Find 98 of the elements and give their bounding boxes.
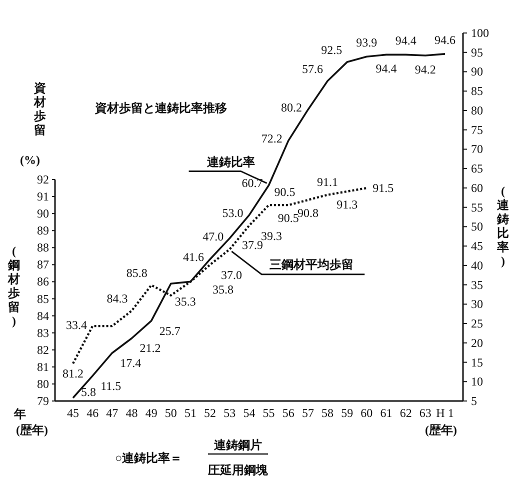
y-tick-label: 79	[37, 394, 49, 408]
y-tick-label: 84	[37, 308, 49, 323]
y2-tick-label: 5	[471, 394, 477, 408]
annotation: 39.3	[261, 229, 282, 243]
x-tick-label: 57	[302, 406, 314, 420]
y2-tick-label: 35	[471, 278, 483, 292]
data-label: 90.5	[274, 185, 296, 200]
y-tick-label: 81	[37, 360, 49, 374]
text: ○連鋳比率＝	[115, 451, 182, 465]
y2-tick-label: 100	[471, 26, 489, 40]
x-tick-label: 50	[164, 406, 177, 420]
y2-tick-label: 55	[471, 200, 483, 214]
data-label: 35.8	[212, 282, 234, 297]
y2-tick-label: 60	[471, 180, 483, 195]
data-label: 94.2	[414, 62, 436, 76]
x-tick-label: 49	[145, 406, 158, 420]
y-tick-label: 83	[37, 326, 49, 340]
text: 資材歩留	[33, 81, 46, 137]
data-label: 91.1	[317, 174, 338, 189]
annotation: 37.9	[242, 238, 263, 252]
x-tick-label: 63	[419, 406, 432, 420]
y2-tick-label: 25	[471, 316, 483, 331]
y2-tick-label: 45	[471, 239, 483, 254]
data-label: 94.6	[434, 32, 456, 47]
x-tick-label: 47	[106, 406, 118, 420]
data-label: 84.3	[106, 292, 128, 306]
data-label: 81.2	[62, 366, 84, 381]
y2-tick-label: 40	[471, 258, 483, 272]
y2-tick-label: 15	[471, 355, 483, 370]
data-label: 47.0	[202, 229, 224, 244]
text: (歴年)	[425, 423, 457, 437]
text: (%)	[20, 153, 40, 167]
data-label: 5.8	[81, 384, 96, 399]
data-label: 21.2	[140, 341, 161, 356]
x-tick-label: 62	[400, 406, 412, 420]
data-label: 25.7	[159, 324, 180, 338]
annotation: 33.4	[66, 318, 87, 332]
y-tick-label: 86	[37, 274, 49, 289]
data-label: 11.5	[100, 378, 122, 393]
data-label: 93.9	[356, 36, 378, 50]
x-tick-label: 48	[126, 406, 138, 420]
data-label: 90.5	[278, 211, 299, 226]
y-tick-label: 91	[37, 190, 49, 204]
data-label: 85.8	[126, 266, 148, 280]
y2-tick-label: 65	[471, 162, 483, 176]
text: 連鋳鋼片	[213, 438, 262, 452]
data-label: 94.4	[376, 62, 397, 76]
data-label: 35.3	[174, 294, 196, 309]
x-tick-label: 61	[380, 406, 392, 420]
y-tick-label: 90	[37, 206, 49, 221]
y2-tick-label: 95	[471, 45, 483, 60]
data-label: 91.5	[372, 181, 394, 196]
y2-tick-label: 20	[471, 336, 483, 350]
x-tick-label: 45	[67, 406, 79, 420]
y2-tick-label: 50	[471, 220, 483, 234]
y-tick-label: 80	[37, 376, 49, 391]
x-tick-label: 52	[204, 406, 216, 420]
y-tick-label: 87	[37, 258, 49, 272]
data-label: 91.3	[336, 197, 358, 212]
y-tick-label: 88	[37, 240, 49, 255]
text: (歴年)	[16, 423, 48, 437]
x-tick-label: 56	[282, 406, 294, 420]
data-label: 90.8	[297, 206, 318, 220]
y-axis-title: (鋼材歩留)	[7, 244, 20, 328]
x-tick-label: 58	[322, 406, 334, 420]
y2-axis-title: (連鋳比率)	[496, 184, 510, 268]
x-tick-label: 59	[341, 406, 354, 420]
y2-tick-label: 75	[471, 122, 483, 137]
y-tick-label: 82	[37, 342, 49, 357]
data-label: 72.2	[261, 132, 282, 146]
x-tick-label: H 1	[436, 406, 454, 420]
y-tick-label: 92	[37, 172, 49, 187]
annotation: 57.6	[302, 62, 323, 76]
x-tick-label: 54	[243, 406, 256, 420]
text: 年	[13, 407, 26, 421]
y2-tick-label: 70	[471, 142, 483, 156]
y-tick-label: 85	[37, 292, 49, 306]
y2-tick-label: 80	[471, 103, 483, 118]
data-label: 53.0	[222, 206, 244, 220]
y2-tick-label: 10	[471, 374, 483, 389]
data-label: 41.6	[183, 250, 204, 264]
x-tick-label: 55	[262, 406, 275, 420]
y2-tick-label: 30	[471, 297, 483, 312]
data-label: 17.4	[120, 356, 142, 370]
data-label: 80.2	[280, 100, 302, 115]
data-label: 94.4	[395, 34, 416, 48]
annotation: 37.0	[221, 268, 242, 282]
y2-tick-label: 85	[471, 84, 483, 98]
x-tick-label: 46	[86, 406, 99, 420]
text: 資材歩留と連鋳比率推移	[94, 101, 227, 115]
y2-tick-label: 90	[471, 64, 483, 79]
x-tick-label: 60	[360, 406, 373, 420]
x-tick-label: 51	[184, 406, 196, 420]
series-label: 連鋳比率	[206, 155, 255, 170]
y-tick-label: 89	[37, 224, 49, 238]
data-label: 92.5	[321, 43, 342, 58]
text: 圧延用鋼塊	[207, 463, 269, 477]
x-tick-label: 53	[224, 406, 236, 420]
